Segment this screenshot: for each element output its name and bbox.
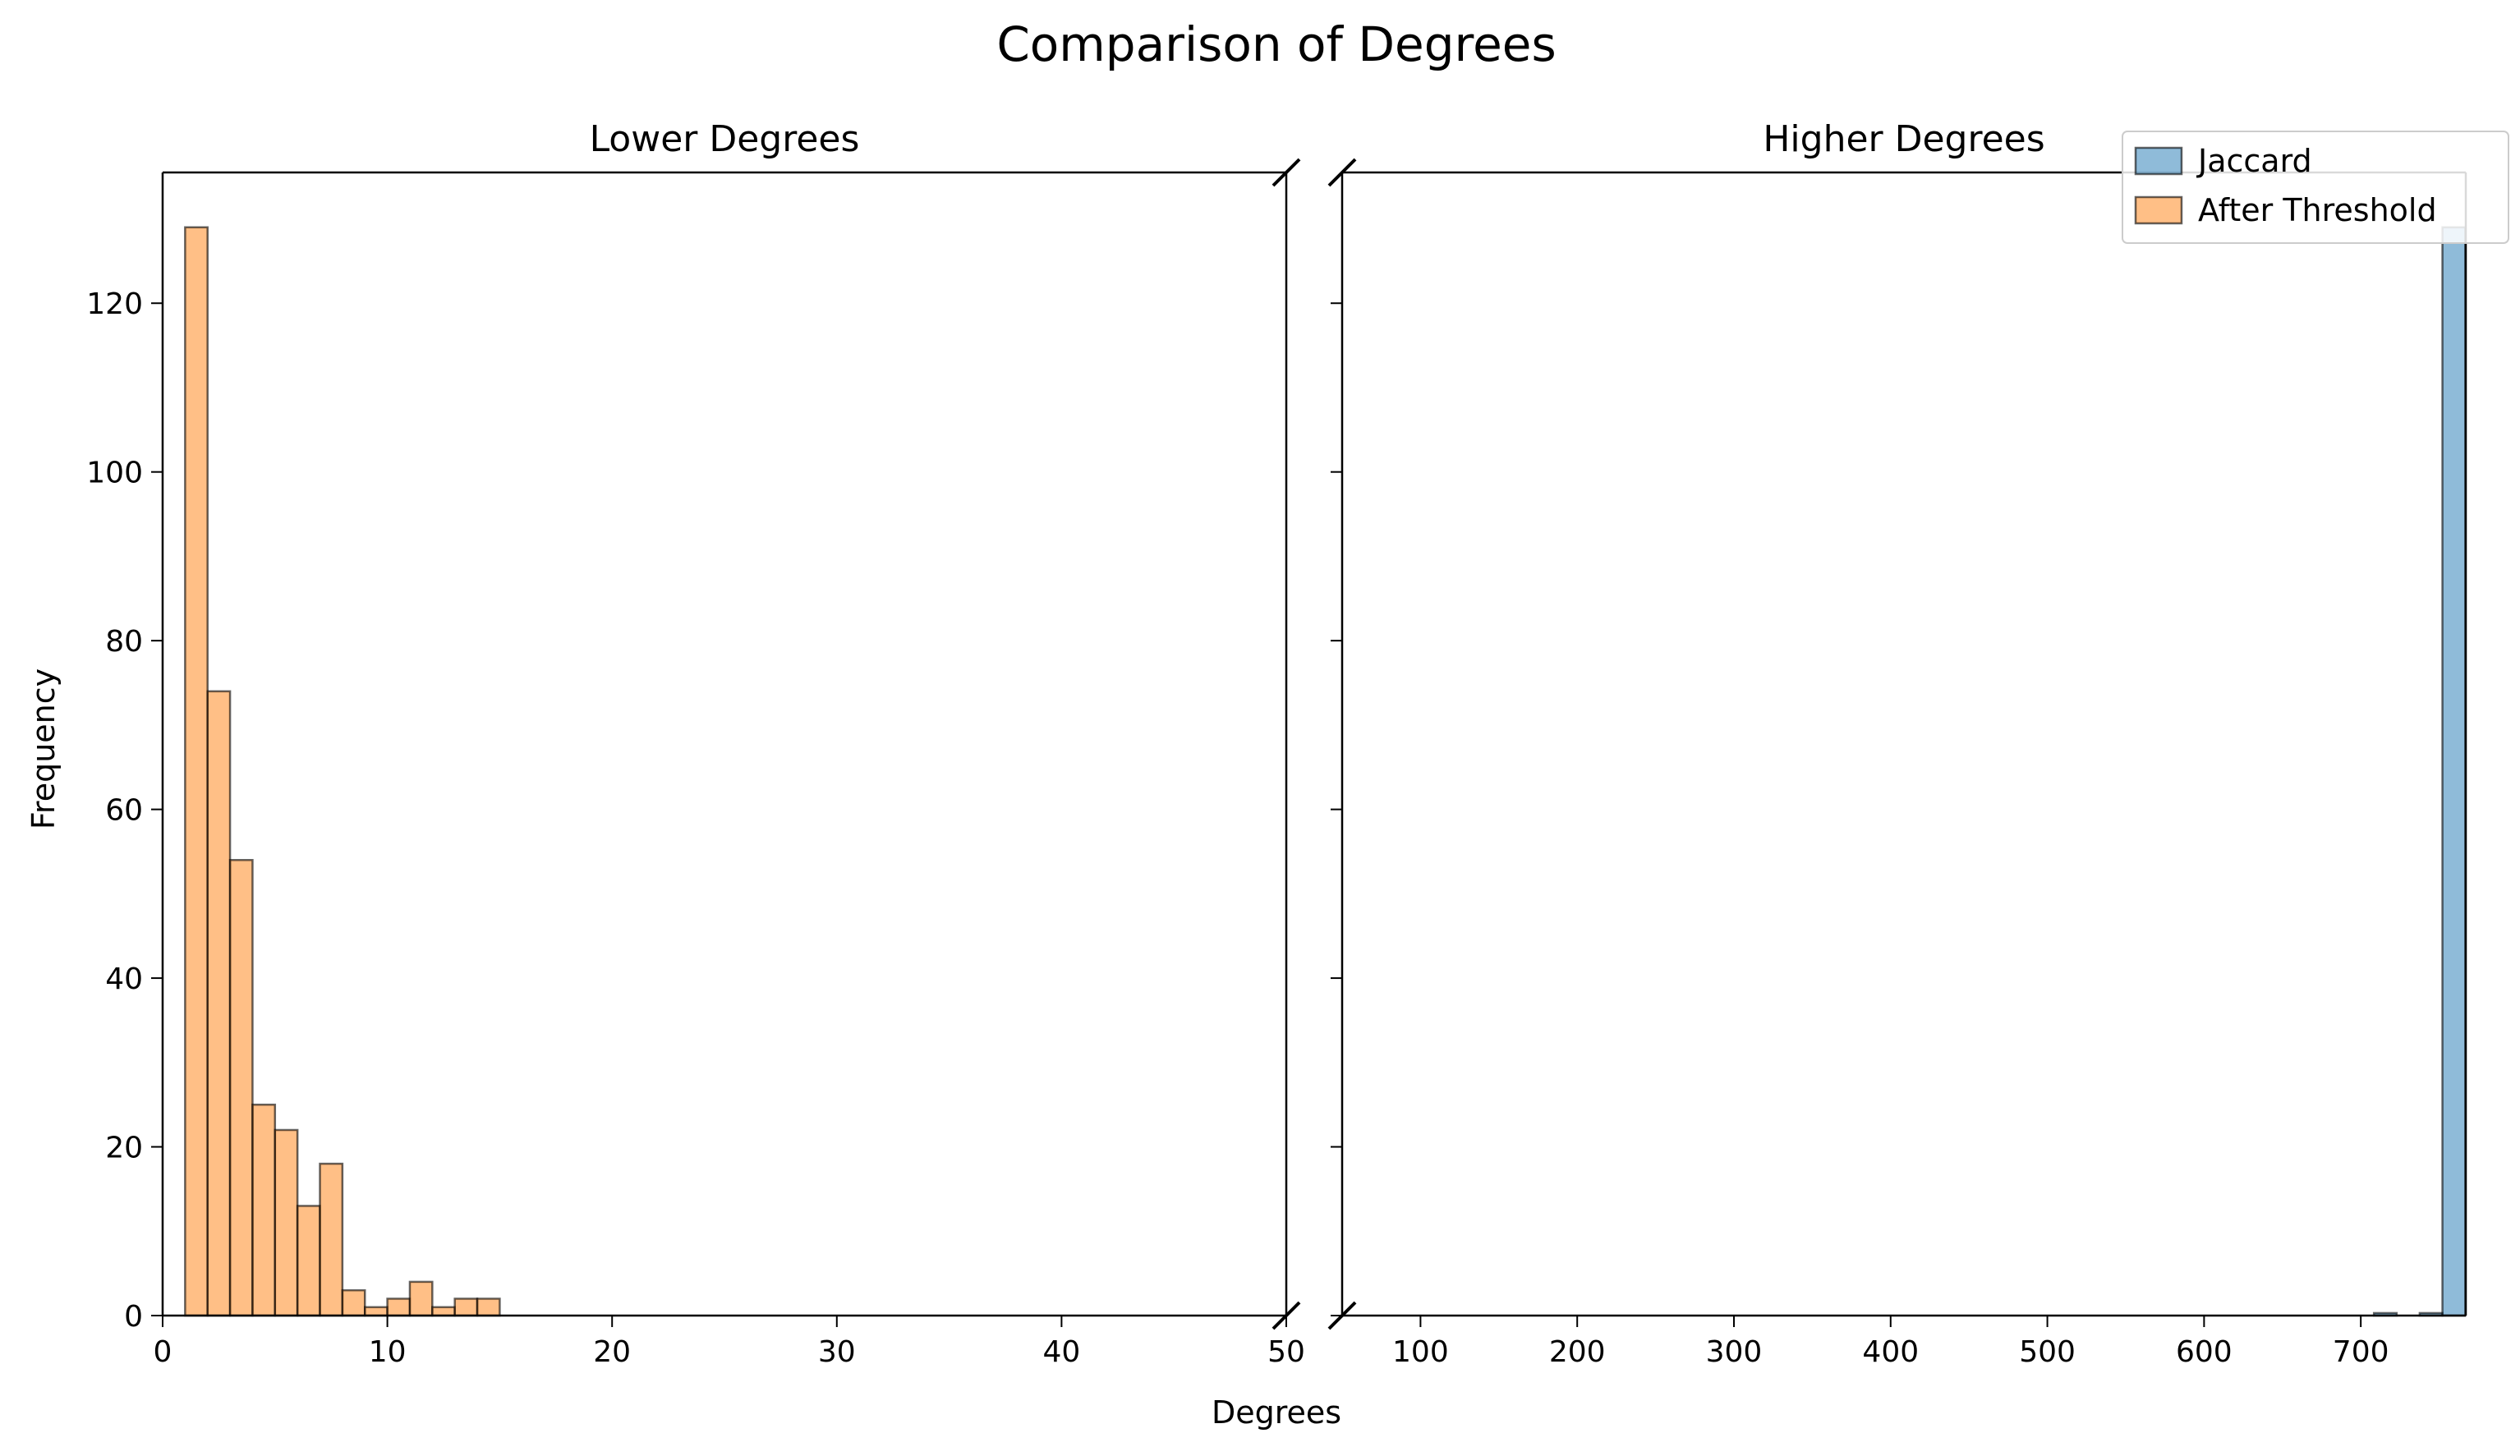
x-axis-label: Degrees — [1212, 1394, 1341, 1431]
y-tick-label: 40 — [105, 962, 143, 996]
y-tick-label: 100 — [86, 457, 143, 490]
after-threshold-bar — [408, 1280, 434, 1317]
axis-break-mark — [1327, 158, 1357, 187]
after-threshold-bar — [296, 1205, 321, 1317]
y-tick-label: 20 — [105, 1132, 143, 1165]
x-tick-label: 300 — [1706, 1335, 1763, 1369]
after-threshold-bar — [386, 1298, 412, 1317]
chart-title: Comparison of Degrees — [996, 16, 1556, 72]
y-tick-label: 0 — [124, 1300, 143, 1334]
x-tick-label: 30 — [818, 1335, 856, 1369]
x-tick-label: 50 — [1267, 1335, 1305, 1369]
y-axis-label: Frequency — [25, 668, 62, 829]
panel-title: Higher Degrees — [1763, 118, 2044, 160]
x-tick-label: 100 — [1392, 1335, 1449, 1369]
jaccard-bar — [2441, 226, 2467, 1317]
axis-break-mark — [1271, 1301, 1301, 1330]
panel-title: Lower Degrees — [590, 118, 860, 160]
axis-break-mark — [1327, 1301, 1357, 1330]
legend-label: After Threshold — [2198, 192, 2437, 228]
legend-box — [2122, 131, 2509, 244]
after-threshold-bar — [251, 1103, 277, 1317]
legend-swatch-jaccard — [2134, 146, 2183, 176]
after-threshold-bar — [184, 226, 209, 1317]
panel-lower-degrees: Lower Degrees 0 10 20 30 40 50 0 20 40 60 80 100 120 — [86, 118, 1305, 1369]
after-threshold-bar — [453, 1298, 479, 1317]
after-threshold-bar — [319, 1162, 344, 1317]
after-threshold-bar — [274, 1128, 299, 1317]
x-tick-label: 200 — [1549, 1335, 1606, 1369]
axis-break-mark — [1271, 158, 1301, 187]
x-tick-label: 0 — [154, 1335, 172, 1369]
after-threshold-bar — [363, 1306, 389, 1317]
after-threshold-bar — [206, 690, 232, 1317]
x-tick-label: 40 — [1042, 1335, 1080, 1369]
x-tick-label: 700 — [2333, 1335, 2389, 1369]
x-tick-label: 10 — [369, 1335, 407, 1369]
after-threshold-bar — [476, 1298, 501, 1317]
y-tick-label: 80 — [105, 625, 143, 659]
panel-higher-degrees: Higher Degrees 100 200 300 400 500 600 700 — [1327, 118, 2467, 1369]
legend: Jaccard After Threshold — [2122, 131, 2509, 244]
y-tick-label: 60 — [105, 794, 143, 828]
x-tick-label: 600 — [2176, 1335, 2233, 1369]
after-threshold-bar — [228, 859, 254, 1317]
x-tick-label: 400 — [1862, 1335, 1919, 1369]
x-tick-label: 20 — [593, 1335, 631, 1369]
legend-swatch-after-threshold — [2134, 195, 2183, 225]
y-tick-label: 120 — [86, 287, 143, 321]
after-threshold-bar — [431, 1306, 456, 1317]
x-tick-label: 500 — [2019, 1335, 2076, 1369]
legend-label: Jaccard — [2196, 143, 2312, 179]
after-threshold-bar — [341, 1288, 366, 1317]
